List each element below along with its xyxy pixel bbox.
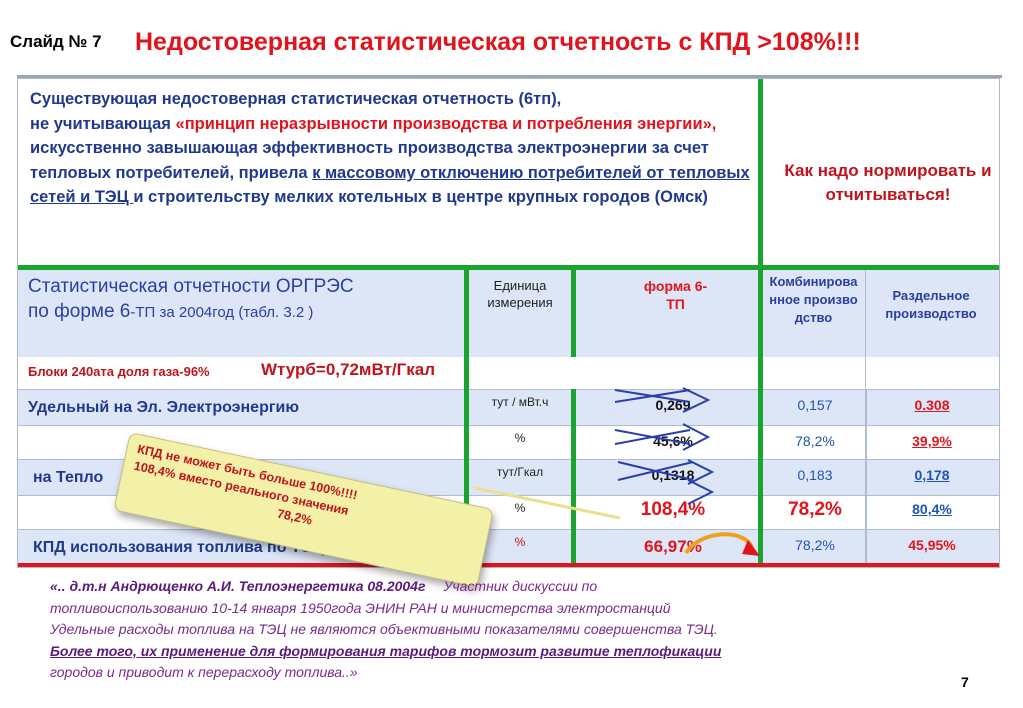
- chevron-mark: [682, 387, 711, 413]
- quote-author: «.. д.т.н Андрющенко А.И. Теплоэнергетик…: [50, 578, 426, 594]
- w-formula: Wтурб=0,72мВт/Гкал: [261, 360, 436, 379]
- green-divider: [571, 389, 576, 565]
- row-label-3: на Тепло: [33, 469, 104, 486]
- sep-val-2: 39,9%: [912, 433, 952, 449]
- intro-underlined: к массовому отключению потребителей от т…: [30, 163, 750, 207]
- unit-4: %: [514, 501, 526, 515]
- page-number: 7: [961, 674, 969, 690]
- unit-3: тут/Гкал: [496, 465, 544, 479]
- hline: [18, 459, 999, 460]
- vline: [866, 389, 867, 565]
- sep-val-5: 45,95%: [908, 537, 956, 553]
- stat-title: Статистическая отчетности ОРГРЭС по форм…: [28, 274, 468, 325]
- header-row: [18, 267, 999, 357]
- arrow-head: [742, 540, 760, 556]
- row-label-1: Удельный на Эл. Электроэнергию: [28, 399, 300, 416]
- comb-val-2: 78,2%: [795, 433, 835, 449]
- row-label-5: КПД использования топлива по ТЭЦ: [33, 539, 324, 556]
- orange-arrow: [684, 532, 754, 555]
- cross-mark: [614, 429, 691, 445]
- comb-val-1: 0,157: [797, 397, 833, 413]
- red-bottom-rule: [18, 563, 999, 567]
- right-note: Как надо нормировать и отчитываться!: [784, 161, 992, 204]
- intro-red-principle: «принцип неразрывности производства и по…: [175, 114, 717, 133]
- slide-number: Слайд № 7: [10, 32, 102, 51]
- unit-1: тут / мВт.ч: [491, 395, 549, 409]
- sep-val-3: 0,178: [914, 467, 950, 483]
- stat-title-b: по форме 6: [28, 301, 131, 322]
- callout-pointer: [474, 486, 621, 520]
- hline: [18, 389, 999, 390]
- row-bg-1: [18, 389, 999, 425]
- blocks-label: Блоки 240ата доля газа-96%: [28, 364, 210, 379]
- hline: [18, 425, 999, 426]
- title-rule: [17, 75, 1002, 78]
- quote-line-1: «.. д.т.н Андрющенко А.И. Теплоэнергетик…: [50, 576, 970, 598]
- sep-val-4: 80,4%: [912, 501, 952, 517]
- form-header: форма 6-ТП: [643, 278, 708, 312]
- intro-line-2: не учитывающая: [30, 114, 176, 133]
- chevron-mark: [687, 479, 715, 505]
- quote-line-3: Удельные расходы топлива на ТЭЦ не являю…: [50, 621, 718, 637]
- stat-title-c: -ТП за 2004год (табл. 3.2 ): [130, 304, 314, 321]
- row-bg-5: [18, 529, 999, 565]
- quote-participant: Участник дискуссии по: [443, 578, 598, 594]
- combined-header: Комбинированное производство: [769, 274, 858, 325]
- comb-val-3: 0,183: [797, 467, 833, 483]
- intro-line-1: Существующая недостоверная статистическа…: [30, 90, 562, 108]
- intro-text: Существующая недостоверная статистическа…: [30, 87, 760, 210]
- green-divider: [571, 267, 576, 357]
- statistics-table: Существующая недостоверная статистическа…: [17, 78, 1000, 568]
- green-divider: [18, 265, 999, 270]
- separate-header: Раздельное производство: [885, 288, 977, 321]
- green-divider: [464, 267, 469, 565]
- chevron-mark: [687, 459, 715, 485]
- intro-line-3: искусственно завышающая эффективность пр…: [30, 139, 709, 182]
- hline: [18, 529, 999, 530]
- quote-line-2: топливоиспользованию 10-14 января 1950го…: [50, 599, 671, 616]
- slide-title: Недостоверная статистическая отчетность …: [135, 28, 861, 56]
- stat-title-a: Статистическая отчетности ОРГРЭС: [28, 276, 354, 297]
- unit-2: %: [514, 431, 526, 445]
- quote-block: «.. д.т.н Андрющенко А.И. Теплоэнергетик…: [50, 576, 970, 684]
- comb-val-5: 78,2%: [795, 537, 835, 553]
- unit-5: %: [514, 535, 526, 549]
- unit-header: Единица измерения: [487, 278, 553, 310]
- cross-mark: [614, 389, 691, 403]
- chevron-mark: [682, 423, 711, 451]
- quote-line-5: городов и приводит к перерасходу топлива…: [50, 664, 358, 680]
- sep-val-1: 0.308: [914, 397, 950, 413]
- vline: [865, 267, 866, 565]
- comb-val-4: 78,2%: [788, 499, 842, 520]
- cross-mark: [617, 461, 694, 481]
- green-divider: [758, 79, 763, 269]
- intro-line-4: и строительству мелких котельных в центр…: [133, 188, 708, 207]
- green-divider: [758, 267, 763, 565]
- quote-line-4: Более того, их применение для формирован…: [50, 642, 722, 659]
